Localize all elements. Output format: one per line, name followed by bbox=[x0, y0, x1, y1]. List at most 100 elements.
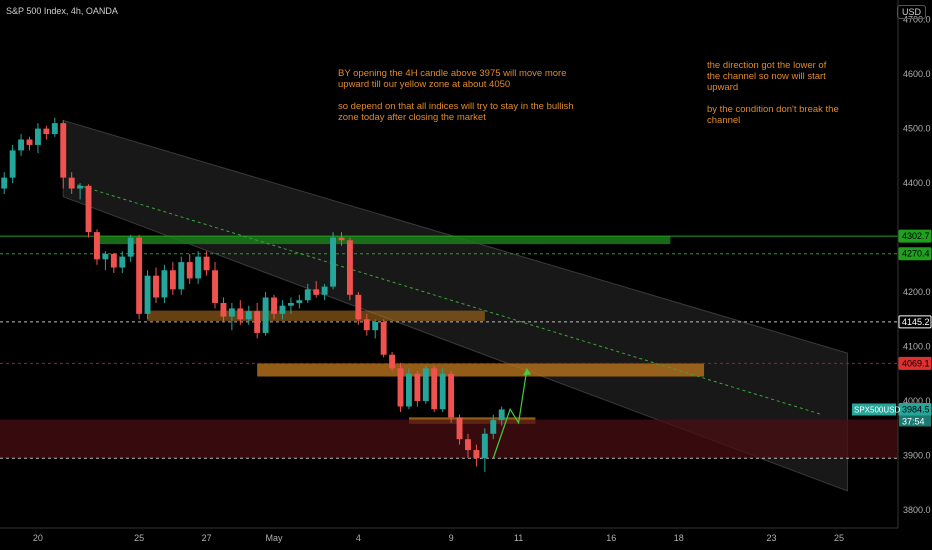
y-tick-label: 4400.0 bbox=[903, 178, 931, 188]
candle bbox=[304, 289, 311, 301]
candle bbox=[220, 302, 227, 317]
candle bbox=[18, 139, 25, 151]
price-label-text: 4069.1 bbox=[902, 358, 930, 368]
candle bbox=[60, 123, 67, 178]
candle bbox=[321, 286, 328, 295]
candle bbox=[254, 311, 261, 333]
candle bbox=[153, 275, 159, 298]
symbol-badge-text: SPX500USD bbox=[854, 405, 900, 414]
candle bbox=[431, 368, 438, 410]
candle bbox=[144, 275, 151, 314]
candle bbox=[26, 139, 33, 145]
candle bbox=[119, 256, 126, 268]
price-label bbox=[898, 356, 932, 370]
candle bbox=[439, 373, 446, 410]
projection-path bbox=[492, 368, 528, 459]
candle bbox=[161, 270, 168, 298]
candle bbox=[262, 297, 269, 333]
analysis-note-right: the direction got the lower of the chann… bbox=[707, 60, 839, 126]
candle bbox=[481, 433, 488, 459]
candle bbox=[245, 311, 252, 320]
candle bbox=[271, 297, 277, 314]
candle bbox=[346, 240, 353, 295]
symbol-badge bbox=[852, 403, 896, 416]
candle bbox=[127, 237, 134, 257]
candle bbox=[9, 150, 16, 178]
candle bbox=[110, 253, 117, 268]
candle bbox=[422, 368, 429, 402]
candle bbox=[186, 262, 193, 279]
candle bbox=[94, 232, 100, 260]
analysis-note-left: BY opening the 4H candle above 3975 will… bbox=[338, 68, 574, 123]
candle bbox=[498, 409, 505, 421]
x-tick-label: 11 bbox=[514, 533, 523, 543]
candle bbox=[169, 270, 176, 290]
candle bbox=[313, 289, 320, 295]
y-tick-label: 4200.0 bbox=[903, 287, 931, 297]
price-label bbox=[898, 315, 932, 329]
x-tick-label: 25 bbox=[134, 533, 144, 543]
candle bbox=[1, 177, 8, 189]
candle bbox=[372, 322, 379, 331]
x-tick-label: 23 bbox=[767, 533, 777, 543]
candle bbox=[51, 123, 58, 135]
y-tick-label: 4500.0 bbox=[903, 124, 931, 134]
candle bbox=[405, 373, 412, 407]
y-tick-label: 3800.0 bbox=[903, 505, 931, 515]
y-tick-label: 4000.0 bbox=[903, 396, 931, 406]
zone-red_demand bbox=[0, 419, 898, 459]
y-tick-label: 4600.0 bbox=[903, 69, 931, 79]
price-label bbox=[898, 229, 932, 243]
candle bbox=[296, 300, 303, 303]
candle bbox=[389, 354, 396, 369]
candle bbox=[136, 237, 143, 314]
x-tick-label: 25 bbox=[834, 533, 844, 543]
candle bbox=[237, 308, 244, 320]
candle bbox=[195, 256, 202, 279]
candle bbox=[68, 177, 75, 189]
projection-arrowhead bbox=[522, 368, 531, 376]
candle bbox=[287, 302, 294, 306]
candle bbox=[465, 439, 471, 451]
candle bbox=[448, 373, 455, 418]
candle bbox=[490, 420, 497, 434]
candle bbox=[85, 185, 92, 233]
price-label-text: 4270.4 bbox=[902, 249, 930, 259]
candle bbox=[212, 270, 218, 303]
candle bbox=[228, 308, 235, 317]
candle bbox=[330, 237, 337, 287]
channel-midline bbox=[71, 182, 823, 416]
candle bbox=[178, 262, 185, 290]
price-label-text: 4302.7 bbox=[902, 231, 930, 241]
price-label-text: 4145.2 bbox=[902, 317, 930, 327]
candle bbox=[203, 256, 210, 271]
candle bbox=[363, 319, 370, 331]
x-tick-label: 9 bbox=[449, 533, 454, 543]
x-tick-label: 27 bbox=[202, 533, 212, 543]
candle bbox=[102, 253, 109, 260]
x-tick-label: 16 bbox=[606, 533, 616, 543]
x-tick-label: 4 bbox=[356, 533, 361, 543]
candle bbox=[43, 128, 50, 135]
candle bbox=[456, 417, 463, 440]
y-tick-label: 3900.0 bbox=[903, 451, 931, 461]
x-tick-label: May bbox=[266, 533, 284, 543]
candle bbox=[414, 373, 421, 402]
candle bbox=[380, 322, 387, 355]
candle bbox=[279, 305, 286, 314]
y-tick-label: 4100.0 bbox=[903, 342, 931, 352]
symbol-title: S&P 500 Index, 4h, OANDA bbox=[6, 6, 118, 16]
candle bbox=[397, 368, 404, 407]
zone-orange_target bbox=[257, 363, 705, 377]
x-tick-label: 18 bbox=[674, 533, 684, 543]
zone-green_resistance bbox=[96, 235, 671, 245]
currency-button[interactable]: USD bbox=[896, 5, 926, 19]
price-label bbox=[898, 247, 932, 261]
y-tick-label: 4700.0 bbox=[903, 15, 931, 25]
countdown-badge bbox=[899, 415, 931, 427]
candle bbox=[355, 294, 362, 320]
price-label-text: 3984.5 bbox=[902, 404, 930, 414]
zone-orange_supply bbox=[147, 310, 485, 321]
candle bbox=[77, 185, 84, 189]
